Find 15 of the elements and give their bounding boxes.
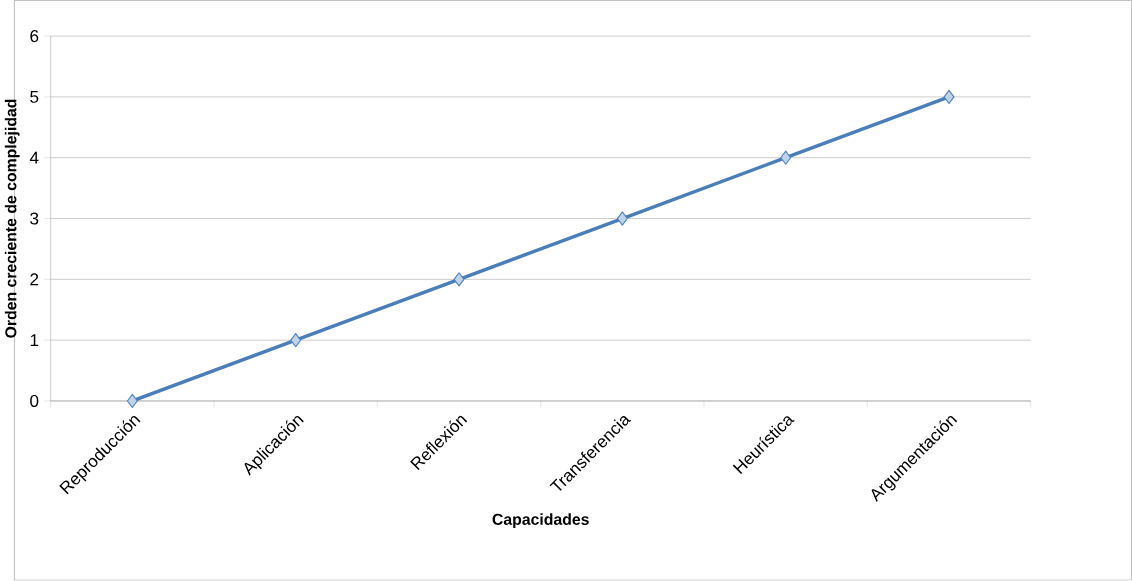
point [780, 150, 792, 166]
y-tick-label: 0 [30, 395, 39, 408]
y-axis-title: Orden creciente de complejidad [4, 99, 20, 338]
point [616, 211, 628, 226]
point [943, 89, 955, 105]
y-tick-label: 1 [30, 334, 39, 347]
y-tick-label: 5 [30, 91, 39, 104]
point [453, 272, 465, 287]
x-axis-title: Capacidades [492, 513, 589, 529]
y-tick-label: 2 [30, 273, 39, 286]
y-tick-label: 3 [30, 212, 39, 225]
y-tick-label: 6 [30, 30, 39, 43]
point [290, 333, 302, 348]
y-tick-label: 4 [29, 152, 39, 164]
point [126, 394, 138, 409]
